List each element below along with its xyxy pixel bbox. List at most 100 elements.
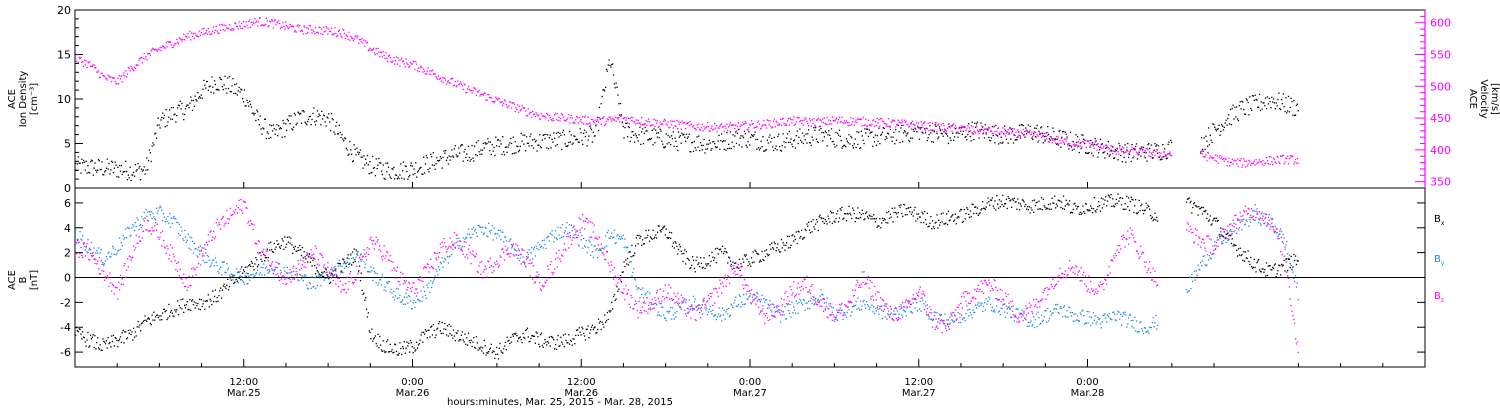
velocity-point — [892, 119, 894, 121]
bx-point — [637, 243, 639, 245]
velocity-point — [711, 125, 713, 127]
density-point — [1269, 100, 1271, 103]
bx-point — [177, 314, 180, 316]
density-point — [353, 144, 355, 146]
by-point — [621, 238, 623, 240]
bx-point — [1192, 206, 1194, 209]
velocity-point — [929, 121, 931, 124]
velocity-point — [307, 32, 309, 34]
bx-point — [719, 249, 721, 251]
velocity-point — [497, 97, 500, 100]
bx-point — [690, 267, 692, 269]
velocity-point — [185, 35, 187, 38]
velocity-point — [900, 122, 902, 124]
bx-point — [949, 219, 951, 221]
bx-point — [890, 216, 892, 218]
density-point — [1082, 134, 1084, 136]
density-point — [778, 133, 780, 135]
by-point — [129, 235, 131, 237]
velocity-point — [474, 87, 476, 89]
x-tick-time: 12:00 — [229, 377, 258, 388]
density-point — [273, 127, 275, 130]
bx-point — [474, 346, 476, 349]
density-point — [557, 131, 559, 134]
by-point — [749, 290, 751, 292]
velocity-point — [613, 119, 616, 121]
velocity-point — [872, 120, 874, 122]
velocity-point — [133, 66, 136, 68]
velocity-point — [387, 55, 390, 57]
bx-point — [231, 276, 233, 278]
by-point — [158, 207, 160, 209]
density-point — [476, 155, 478, 157]
density-point — [355, 154, 357, 156]
density-point — [499, 140, 501, 142]
density-point — [1290, 97, 1292, 99]
density-point — [489, 149, 491, 152]
bx-point — [535, 331, 537, 333]
density-point — [293, 126, 295, 128]
velocity-point — [227, 27, 229, 29]
velocity-point — [426, 70, 428, 72]
by-point — [728, 315, 731, 318]
velocity-point — [645, 120, 647, 122]
by-point — [231, 273, 233, 276]
by-point — [617, 234, 619, 236]
velocity-point — [746, 128, 748, 131]
velocity-point — [598, 117, 601, 119]
velocity-point — [792, 119, 794, 121]
density-point — [75, 169, 78, 171]
density-point — [155, 137, 158, 139]
velocity-point — [1016, 137, 1018, 139]
density-point — [960, 127, 963, 129]
velocity-point — [1096, 149, 1098, 151]
density-point — [699, 142, 702, 144]
density-point — [384, 178, 386, 180]
bx-point — [1234, 245, 1236, 247]
by-point — [251, 277, 253, 279]
by-point — [568, 235, 570, 238]
density-point — [652, 144, 654, 146]
velocity-point — [660, 123, 662, 125]
bx-point — [329, 281, 332, 284]
density-point — [1214, 126, 1216, 128]
density-point — [1055, 138, 1057, 140]
density-point — [307, 118, 310, 121]
velocity-point — [111, 81, 113, 83]
velocity-point — [121, 81, 123, 83]
velocity-point — [873, 125, 876, 128]
bx-point — [143, 319, 145, 322]
density-point — [1031, 137, 1033, 139]
density-point — [1113, 157, 1115, 160]
density-point — [963, 126, 965, 128]
density-point — [692, 150, 695, 152]
by-point — [473, 226, 475, 229]
bx-point — [151, 314, 153, 316]
velocity-point — [823, 117, 826, 119]
by-point — [365, 263, 367, 265]
density-point — [105, 167, 108, 169]
bx-point — [909, 211, 911, 213]
bx-point — [256, 259, 258, 261]
velocity-point — [523, 107, 525, 109]
density-point — [264, 118, 267, 120]
by-point — [508, 240, 510, 243]
velocity-point — [989, 130, 992, 132]
by-point — [690, 308, 692, 310]
velocity-point — [374, 53, 376, 56]
bx-point — [1185, 201, 1188, 203]
density-point — [427, 168, 429, 171]
bx-point — [374, 335, 376, 337]
by-point — [536, 247, 538, 249]
density-point — [186, 104, 188, 106]
by-point — [650, 303, 652, 306]
density-point — [314, 124, 317, 126]
velocity-point — [148, 52, 151, 55]
density-point — [137, 163, 139, 165]
density-point — [942, 135, 944, 137]
by-point — [183, 239, 185, 242]
density-point — [867, 135, 870, 137]
density-point — [1040, 127, 1042, 129]
density-point — [324, 121, 326, 123]
velocity-point — [822, 122, 825, 124]
